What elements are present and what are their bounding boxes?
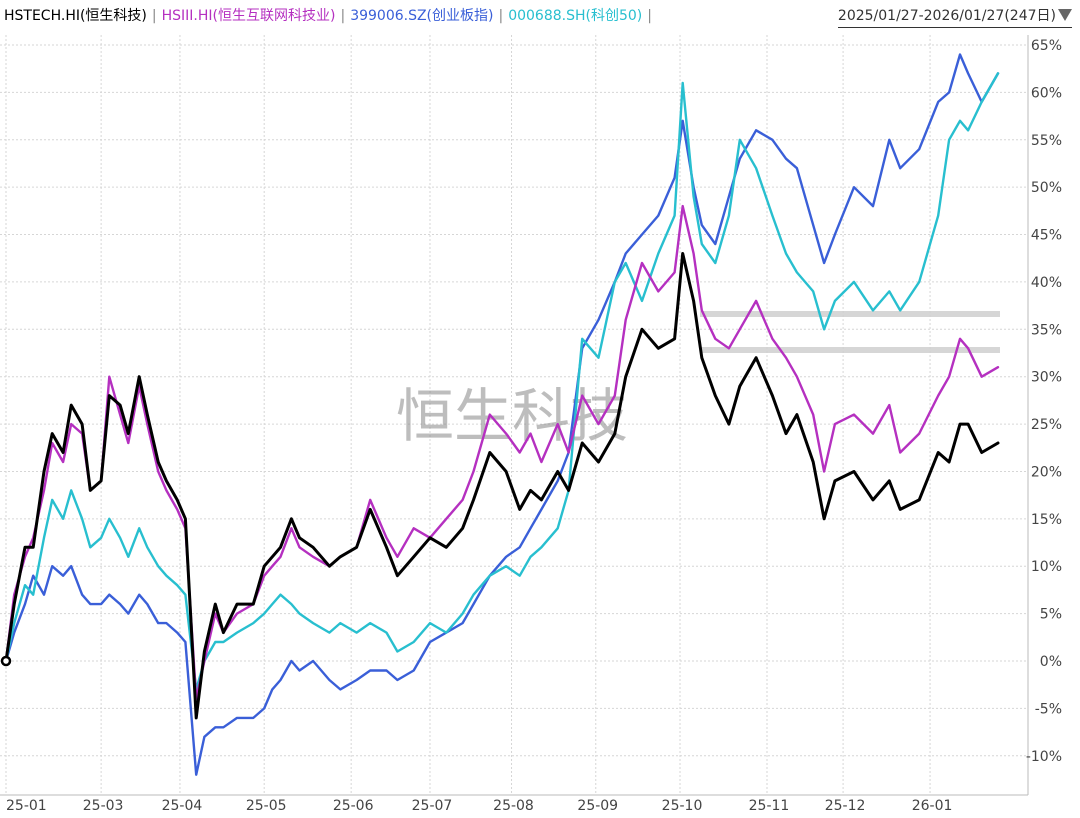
y-tick-label: 25% — [1031, 417, 1062, 433]
series-line-1 — [4, 204, 1000, 701]
y-tick-label: 30% — [1031, 370, 1062, 386]
x-tick-label: 25-07 — [412, 798, 453, 814]
legend-item[interactable]: 000688.SH(科创50) — [508, 8, 643, 24]
y-tick-label: 10% — [1031, 559, 1062, 575]
highlight-bands — [700, 311, 1000, 353]
y-tick-label: 15% — [1031, 512, 1062, 528]
legend-item[interactable]: 399006.SZ(创业板指) — [350, 8, 494, 24]
y-tick-label: -5% — [1035, 701, 1062, 717]
legend-separator: | — [498, 8, 504, 24]
x-tick-label: 25-08 — [493, 798, 534, 814]
y-tick-label: 55% — [1031, 133, 1062, 149]
legend-item[interactable]: HSIII.HI(恒生互联网科技业) — [161, 8, 336, 24]
dropdown-caret-icon[interactable] — [1058, 9, 1072, 21]
y-tick-label: 5% — [1040, 607, 1062, 623]
y-tick-label: 40% — [1031, 275, 1062, 291]
x-tick-label: 26-01 — [912, 798, 953, 814]
x-tick-label: 25-04 — [162, 798, 203, 814]
x-axis-labels: 25-01 25-03 25-04 25-05 25-06 25-07 25-08 25-09… — [6, 798, 952, 814]
y-tick-label: 35% — [1031, 322, 1062, 338]
y-tick-label: 65% — [1031, 38, 1062, 54]
x-tick-label: 25-11 — [749, 798, 790, 814]
legend-item[interactable]: HSTECH.HI(恒生科技) — [4, 8, 147, 24]
series-line-3 — [4, 72, 1000, 691]
start-marker — [0, 655, 12, 667]
legend-separator: | — [151, 8, 157, 24]
y-tick-label: 45% — [1031, 228, 1062, 244]
x-tick-label: 25-09 — [577, 798, 618, 814]
series-lines — [4, 53, 1000, 776]
y-tick-label: -10% — [1026, 749, 1062, 765]
date-range-label: 2025/01/27-2026/01/27(247日) — [837, 8, 1056, 24]
x-tick-label: 25-01 — [6, 798, 47, 814]
y-tick-label: 50% — [1031, 180, 1062, 196]
series-line-0 — [4, 252, 1000, 720]
highlight-band-lower — [700, 347, 1000, 353]
y-tick-label: 20% — [1031, 464, 1062, 480]
date-range-selector[interactable]: 2025/01/27-2026/01/27(247日) — [837, 5, 1072, 28]
highlight-band-upper — [700, 311, 1000, 317]
legend-separator: | — [647, 8, 652, 24]
legend: HSTECH.HI(恒生科技) | HSIII.HI(恒生互联网科技业) | 39900… — [4, 5, 1074, 27]
y-tick-label: 0% — [1040, 654, 1062, 670]
x-tick-label: 25-05 — [246, 798, 287, 814]
y-tick-label: 60% — [1031, 85, 1062, 101]
x-tick-label: 25-12 — [825, 798, 866, 814]
x-tick-label: 25-10 — [662, 798, 703, 814]
x-tick-label: 25-06 — [333, 798, 374, 814]
grid-lines — [0, 35, 1029, 796]
y-axis-labels: 65% 60% 55% 50% 45% 40% 35% 30% 25% 20% 15% 10% 5% 0%… — [1026, 38, 1062, 765]
x-tick-label: 25-03 — [83, 798, 124, 814]
watermark: 恒生科技 — [396, 382, 628, 450]
legend-separator: | — [340, 8, 346, 24]
